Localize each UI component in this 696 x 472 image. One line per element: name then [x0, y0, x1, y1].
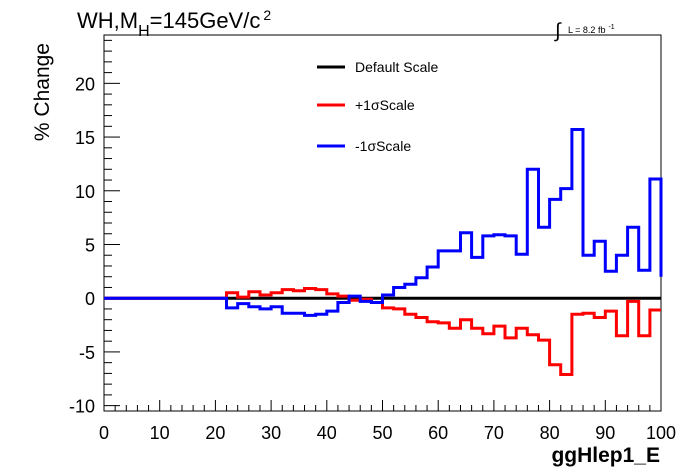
svg-text:WH,MH=145GeV/c2: WH,MH=145GeV/c 2: [77, 7, 271, 40]
y-axis-ticks: [104, 39, 120, 407]
series-minus: [104, 128, 663, 317]
y-tick-label: 20: [75, 74, 95, 94]
series-plus: [104, 287, 661, 376]
title-rest: =145GeV/c: [150, 8, 261, 33]
x-tick-label: 20: [205, 423, 225, 443]
y-tick-label: 0: [85, 289, 95, 309]
y-tick-label: 15: [75, 128, 95, 148]
x-tick-label: 40: [317, 423, 337, 443]
title-subscript: H: [138, 23, 150, 40]
x-tick-label: 100: [646, 423, 676, 443]
x-tick-label: 30: [261, 423, 281, 443]
x-tick-label: 0: [99, 423, 109, 443]
x-axis-ticks: [103, 400, 662, 411]
legend: Default Scale +1σScale -1σScale: [317, 59, 438, 154]
x-axis-tick-labels: 0 10 20 30 40 50 60 70 80 90 100: [99, 423, 676, 443]
x-tick-label: 10: [150, 423, 170, 443]
luminosity-label: ∫ L = 8.2 fb -1: [554, 20, 615, 42]
y-tick-label: 10: [75, 182, 95, 202]
title-main: WH,M: [77, 8, 138, 33]
y-tick-label: -10: [69, 397, 95, 417]
x-tick-label: 90: [595, 423, 615, 443]
plot-frame: [103, 34, 662, 412]
y-axis-tick-labels: -10 -5 0 5 10 15 20: [69, 74, 95, 416]
legend-label-default: Default Scale: [355, 59, 438, 75]
y-axis-label: % Change: [31, 43, 54, 141]
legend-label-minus: -1σScale: [355, 138, 411, 154]
y-tick-label: -5: [79, 343, 95, 363]
x-tick-label: 60: [428, 423, 448, 443]
lumi-superscript: -1: [608, 24, 614, 31]
series-layer: [104, 128, 663, 376]
legend-label-plus: +1σScale: [355, 97, 415, 113]
title-superscript: 2: [263, 7, 271, 23]
x-axis-label: ggHlep1_E: [551, 444, 660, 467]
integral-sign: ∫: [554, 20, 562, 42]
x-tick-label: 80: [540, 423, 560, 443]
x-tick-label: 50: [372, 423, 392, 443]
x-tick-label: 70: [484, 423, 504, 443]
svg-text:L = 8.2 fb-1: L = 8.2 fb -1: [568, 24, 615, 35]
chart-title: WH,MH=145GeV/c 2: [77, 7, 271, 40]
lumi-text: L = 8.2 fb: [568, 25, 605, 35]
y-tick-label: 5: [85, 235, 95, 255]
